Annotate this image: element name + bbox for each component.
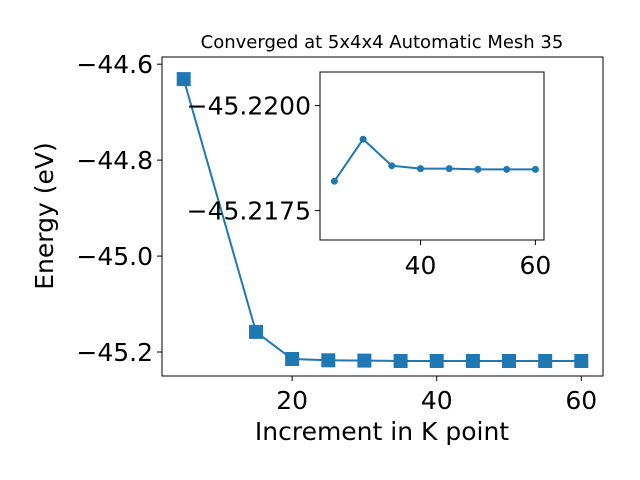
inset-ticks: 40 60 −45.2200 −45.2175	[187, 92, 552, 280]
inset-y-tick-label: −45.2175	[187, 197, 311, 226]
main-data-point	[285, 352, 300, 366]
inset-data-point	[531, 165, 539, 173]
main-x-tick-label: 20	[276, 386, 308, 415]
inset-data-point	[330, 177, 338, 185]
main-data-point	[176, 72, 191, 87]
inset-data-point	[474, 165, 482, 173]
main-data-point	[538, 354, 553, 368]
main-data-point	[502, 354, 516, 368]
chart-title: Converged at 5x4x4 Automatic Mesh 35	[201, 32, 564, 53]
inset-data-point	[445, 165, 453, 173]
inset-data-point	[359, 135, 367, 143]
main-data-point	[429, 354, 444, 368]
inset-y-tick-label: −45.2200	[187, 92, 311, 121]
inset-series	[330, 135, 539, 185]
main-x-tick-label: 40	[421, 386, 453, 415]
x-axis-label: Increment in K point	[255, 417, 509, 446]
inset-data-point	[417, 165, 424, 173]
main-y-tick-label: −44.8	[76, 146, 153, 175]
main-y-tick-label: −44.6	[76, 50, 153, 79]
inset-data-point	[503, 165, 511, 173]
inset-axes: 40 60 −45.2200 −45.2175	[187, 71, 552, 280]
main-plot-frame	[161, 56, 604, 377]
main-y-tick-label: −45.2	[76, 338, 153, 367]
main-series	[176, 72, 589, 368]
inset-plot-frame	[319, 71, 545, 241]
main-data-point	[249, 324, 263, 339]
main-x-tick-label: 60	[565, 386, 597, 415]
main-y-tick-label: −45.0	[76, 242, 153, 271]
main-axes: Converged at 5x4x4 Automatic Mesh 35 20 4…	[30, 32, 604, 446]
inset-series-line	[333, 137, 536, 182]
main-data-point	[357, 353, 372, 368]
main-ticks: 20 40 60 −44.6 −44.8 −45.0 −45.2	[76, 50, 597, 415]
main-data-point	[393, 354, 408, 368]
inset-x-tick-label: 40	[405, 251, 437, 280]
main-data-point	[321, 353, 336, 368]
inset-x-tick-label: 60	[519, 251, 551, 280]
main-data-point	[465, 354, 480, 368]
inset-data-point	[388, 162, 396, 170]
y-axis-label: Energy (eV)	[30, 142, 59, 289]
main-data-point	[574, 354, 589, 368]
